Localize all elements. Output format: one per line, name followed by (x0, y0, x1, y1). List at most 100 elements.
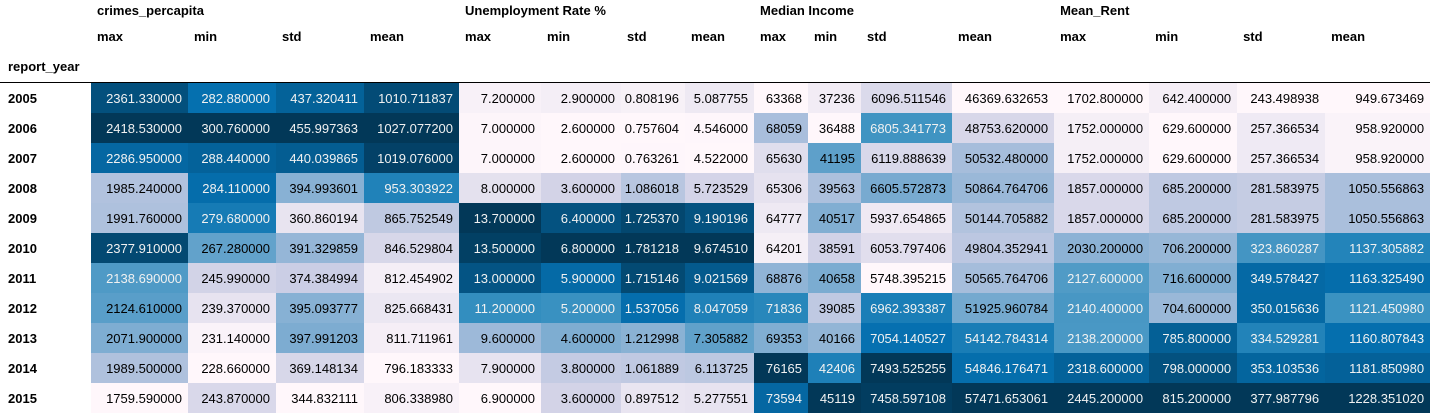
data-cell: 281.583975 (1237, 203, 1326, 233)
data-cell: 629.600000 (1149, 143, 1238, 173)
data-cell: 71836 (754, 293, 809, 323)
data-cell: 231.140000 (188, 323, 276, 353)
data-cell: 394.993601 (276, 173, 364, 203)
data-cell: 6962.393387 (861, 293, 953, 323)
data-cell: 2445.200000 (1054, 383, 1150, 413)
stat-header: mean (370, 28, 404, 44)
row-index-year: 2012 (8, 300, 37, 316)
stat-header: min (1155, 28, 1179, 44)
data-cell: 37236 (808, 82, 862, 113)
data-cell: 369.148134 (276, 353, 364, 383)
data-cell: 40166 (808, 323, 862, 353)
data-cell: 50144.705882 (952, 203, 1055, 233)
stat-header: min (547, 28, 571, 44)
data-cell: 349.578427 (1237, 263, 1326, 293)
row-index-year: 2008 (8, 180, 37, 196)
data-cell: 706.200000 (1149, 233, 1238, 263)
data-cell: 1137.305882 (1325, 233, 1430, 263)
data-cell: 5937.654865 (861, 203, 953, 233)
data-cell: 65630 (754, 143, 809, 173)
data-cell: 642.400000 (1149, 82, 1238, 113)
row-index-year: 2013 (8, 330, 37, 346)
data-cell: 374.384994 (276, 263, 364, 293)
stat-header: max (760, 28, 787, 44)
data-cell: 1027.077200 (364, 113, 460, 143)
data-cell: 6.113725 (685, 353, 755, 383)
data-cell: 38591 (808, 233, 862, 263)
stat-header: mean (1331, 28, 1366, 44)
data-cell: 228.660000 (188, 353, 276, 383)
data-cell: 846.529804 (364, 233, 460, 263)
index-header-row: report_year (0, 51, 1430, 83)
data-cell: 7.000000 (459, 143, 542, 173)
data-cell: 2127.600000 (1054, 263, 1150, 293)
data-cell: 45119 (808, 383, 862, 413)
data-cell: 6.800000 (541, 233, 622, 263)
data-cell: 391.329859 (276, 233, 364, 263)
data-cell: 257.366534 (1237, 113, 1326, 143)
data-cell: 9.600000 (459, 323, 542, 353)
data-cell: 437.320411 (276, 82, 364, 113)
stat-header: std (867, 28, 887, 44)
data-cell: 1.061889 (621, 353, 686, 383)
data-cell: 395.093777 (276, 293, 364, 323)
row-index-year: 2009 (8, 210, 37, 226)
data-cell: 1019.076000 (364, 143, 460, 173)
data-cell: 63368 (754, 82, 809, 113)
data-cell: 455.997363 (276, 113, 364, 143)
data-cell: 5.087755 (685, 82, 755, 113)
data-cell: 798.000000 (1149, 353, 1238, 383)
stat-header: max (465, 28, 492, 44)
row-index-year: 2005 (8, 90, 37, 106)
data-cell: 1.725370 (621, 203, 686, 233)
data-cell: 1752.000000 (1054, 143, 1150, 173)
table-row: 2006 2418.530000 300.760000 455.997363 1027.… (0, 113, 1430, 143)
data-cell: 243.870000 (188, 383, 276, 413)
data-cell: 50864.764706 (952, 173, 1055, 203)
data-cell: 50532.480000 (952, 143, 1055, 173)
data-cell: 65306 (754, 173, 809, 203)
table-row: 2011 2138.690000 245.990000 374.384994 812.4… (0, 263, 1430, 293)
group-header-median-income: Median Income (760, 3, 854, 18)
data-cell: 3.600000 (541, 173, 622, 203)
data-cell: 2318.600000 (1054, 353, 1150, 383)
data-cell: 4.522000 (685, 143, 755, 173)
data-cell: 69353 (754, 323, 809, 353)
data-cell: 39563 (808, 173, 862, 203)
data-cell: 4.600000 (541, 323, 622, 353)
data-cell: 243.498938 (1237, 82, 1326, 113)
table-row: 2009 1991.760000 279.680000 360.860194 865.7… (0, 203, 1430, 233)
data-cell: 6119.888639 (861, 143, 953, 173)
data-cell: 7.305882 (685, 323, 755, 353)
data-cell: 3.800000 (541, 353, 622, 383)
data-cell: 73594 (754, 383, 809, 413)
data-cell: 815.200000 (1149, 383, 1238, 413)
data-cell: 1050.556863 (1325, 203, 1430, 233)
data-cell: 0.763261 (621, 143, 686, 173)
data-cell: 2418.530000 (91, 113, 188, 143)
data-cell: 1989.500000 (91, 353, 188, 383)
data-cell: 64777 (754, 203, 809, 233)
data-cell: 11.200000 (459, 293, 542, 323)
data-cell: 51925.960784 (952, 293, 1055, 323)
data-cell: 64201 (754, 233, 809, 263)
stat-header: min (194, 28, 218, 44)
data-cell: 9.674510 (685, 233, 755, 263)
data-cell: 279.680000 (188, 203, 276, 233)
group-header-mean-rent: Mean_Rent (1060, 3, 1130, 18)
group-header-unemployment-rate: Unemployment Rate % (465, 3, 606, 18)
row-index-year: 2010 (8, 240, 37, 256)
data-cell: 6.900000 (459, 383, 542, 413)
data-cell: 2.600000 (541, 113, 622, 143)
stat-header: std (282, 28, 302, 44)
data-cell: 2071.900000 (91, 323, 188, 353)
data-cell: 1050.556863 (1325, 173, 1430, 203)
corner-blank (0, 21, 91, 51)
data-cell: 865.752549 (364, 203, 460, 233)
data-cell: 2286.950000 (91, 143, 188, 173)
data-cell: 825.668431 (364, 293, 460, 323)
data-cell: 1759.590000 (91, 383, 188, 413)
data-cell: 1985.240000 (91, 173, 188, 203)
data-cell: 5.900000 (541, 263, 622, 293)
